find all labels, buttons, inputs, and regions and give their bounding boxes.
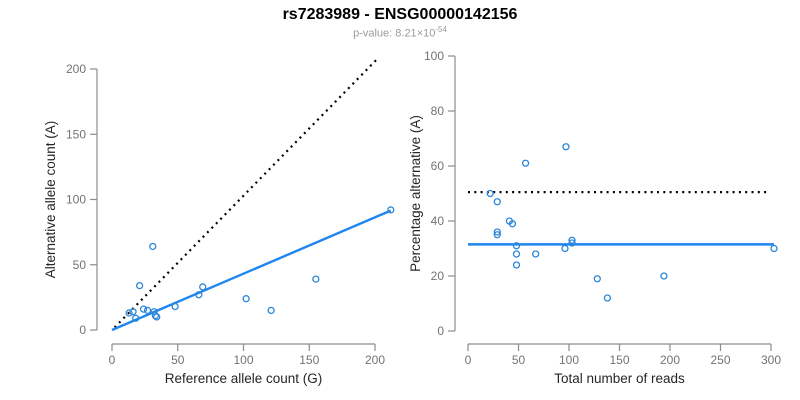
identity-line xyxy=(113,57,379,329)
x-tick-label: 200 xyxy=(660,353,680,367)
data-point xyxy=(593,275,601,283)
y-tick-label: 50 xyxy=(73,258,87,272)
data-point xyxy=(153,313,161,321)
data-point xyxy=(493,231,501,239)
x-tick-label: 50 xyxy=(171,353,185,367)
x-tick-label: 200 xyxy=(365,353,385,367)
data-point xyxy=(512,261,521,269)
data-point xyxy=(532,250,540,258)
y-tick-label: 0 xyxy=(79,323,86,337)
x-tick-label: 0 xyxy=(465,353,472,367)
data-point xyxy=(512,250,521,258)
left-chart: 0 50 100 150 200 0 50 100 150 200 Reference allele… xyxy=(43,57,395,386)
data-point xyxy=(267,306,275,315)
data-point xyxy=(132,314,140,322)
data-point xyxy=(199,283,207,291)
p-value-prefix: p-value: xyxy=(353,27,396,40)
y-tick-label: 80 xyxy=(431,104,445,118)
y-axis-title: Alternative allele count (A) xyxy=(43,121,58,279)
x-tick-label: 100 xyxy=(559,353,579,367)
x-tick-label: 50 xyxy=(512,353,526,367)
right-chart: 0 20 40 60 80 100 0 50 100 150 200 250 300 Total numb… xyxy=(408,49,781,386)
data-point xyxy=(312,275,320,283)
data-point xyxy=(129,308,137,316)
data-point xyxy=(493,228,501,236)
data-point xyxy=(242,295,250,303)
data-point xyxy=(770,244,778,253)
p-value-mantissa: 8.21 xyxy=(395,27,417,40)
x-tick-label: 0 xyxy=(109,353,116,367)
y-tick-label: 100 xyxy=(66,193,86,207)
x-axis-title: Reference allele count (G) xyxy=(165,371,323,386)
y-tick-label: 150 xyxy=(66,127,86,141)
x-tick-label: 300 xyxy=(761,353,781,367)
x-axis-title: Total number of reads xyxy=(554,371,685,386)
data-point xyxy=(387,206,395,214)
y-tick-label: 20 xyxy=(431,269,445,283)
data-point xyxy=(508,220,517,228)
p-value-times-ten: ×10 xyxy=(416,27,436,40)
p-value-exponent: -54 xyxy=(435,25,447,34)
plot-subtitle: p-value: 8.21×10-54 xyxy=(0,25,800,40)
data-point xyxy=(512,242,521,250)
y-tick-label: 200 xyxy=(66,62,86,76)
data-point xyxy=(568,239,576,247)
x-tick-label: 100 xyxy=(233,353,253,367)
data-point xyxy=(562,143,570,151)
data-point xyxy=(195,291,203,299)
plot-title: rs7283989 - ENSG00000142156 xyxy=(282,6,518,23)
data-point xyxy=(521,159,530,167)
x-tick-label: 150 xyxy=(609,353,629,367)
data-point xyxy=(493,198,501,206)
data-point xyxy=(151,311,160,320)
data-point xyxy=(139,305,148,313)
data-point xyxy=(143,306,152,315)
data-point xyxy=(135,281,144,290)
data-point xyxy=(603,294,612,302)
y-axis-title: Percentage alternative (A) xyxy=(408,115,423,272)
regression-line xyxy=(111,209,392,332)
data-point xyxy=(149,242,157,251)
data-point xyxy=(660,272,668,280)
data-point xyxy=(561,244,569,253)
x-tick-label: 250 xyxy=(710,353,730,367)
data-point xyxy=(486,189,494,198)
data-point xyxy=(568,236,576,244)
data-point xyxy=(125,309,133,317)
y-tick-label: 100 xyxy=(424,49,444,63)
x-tick-label: 150 xyxy=(299,353,319,367)
data-point xyxy=(171,302,179,311)
y-tick-label: 40 xyxy=(431,214,445,228)
y-tick-label: 60 xyxy=(431,159,445,173)
y-tick-label: 0 xyxy=(437,324,444,338)
